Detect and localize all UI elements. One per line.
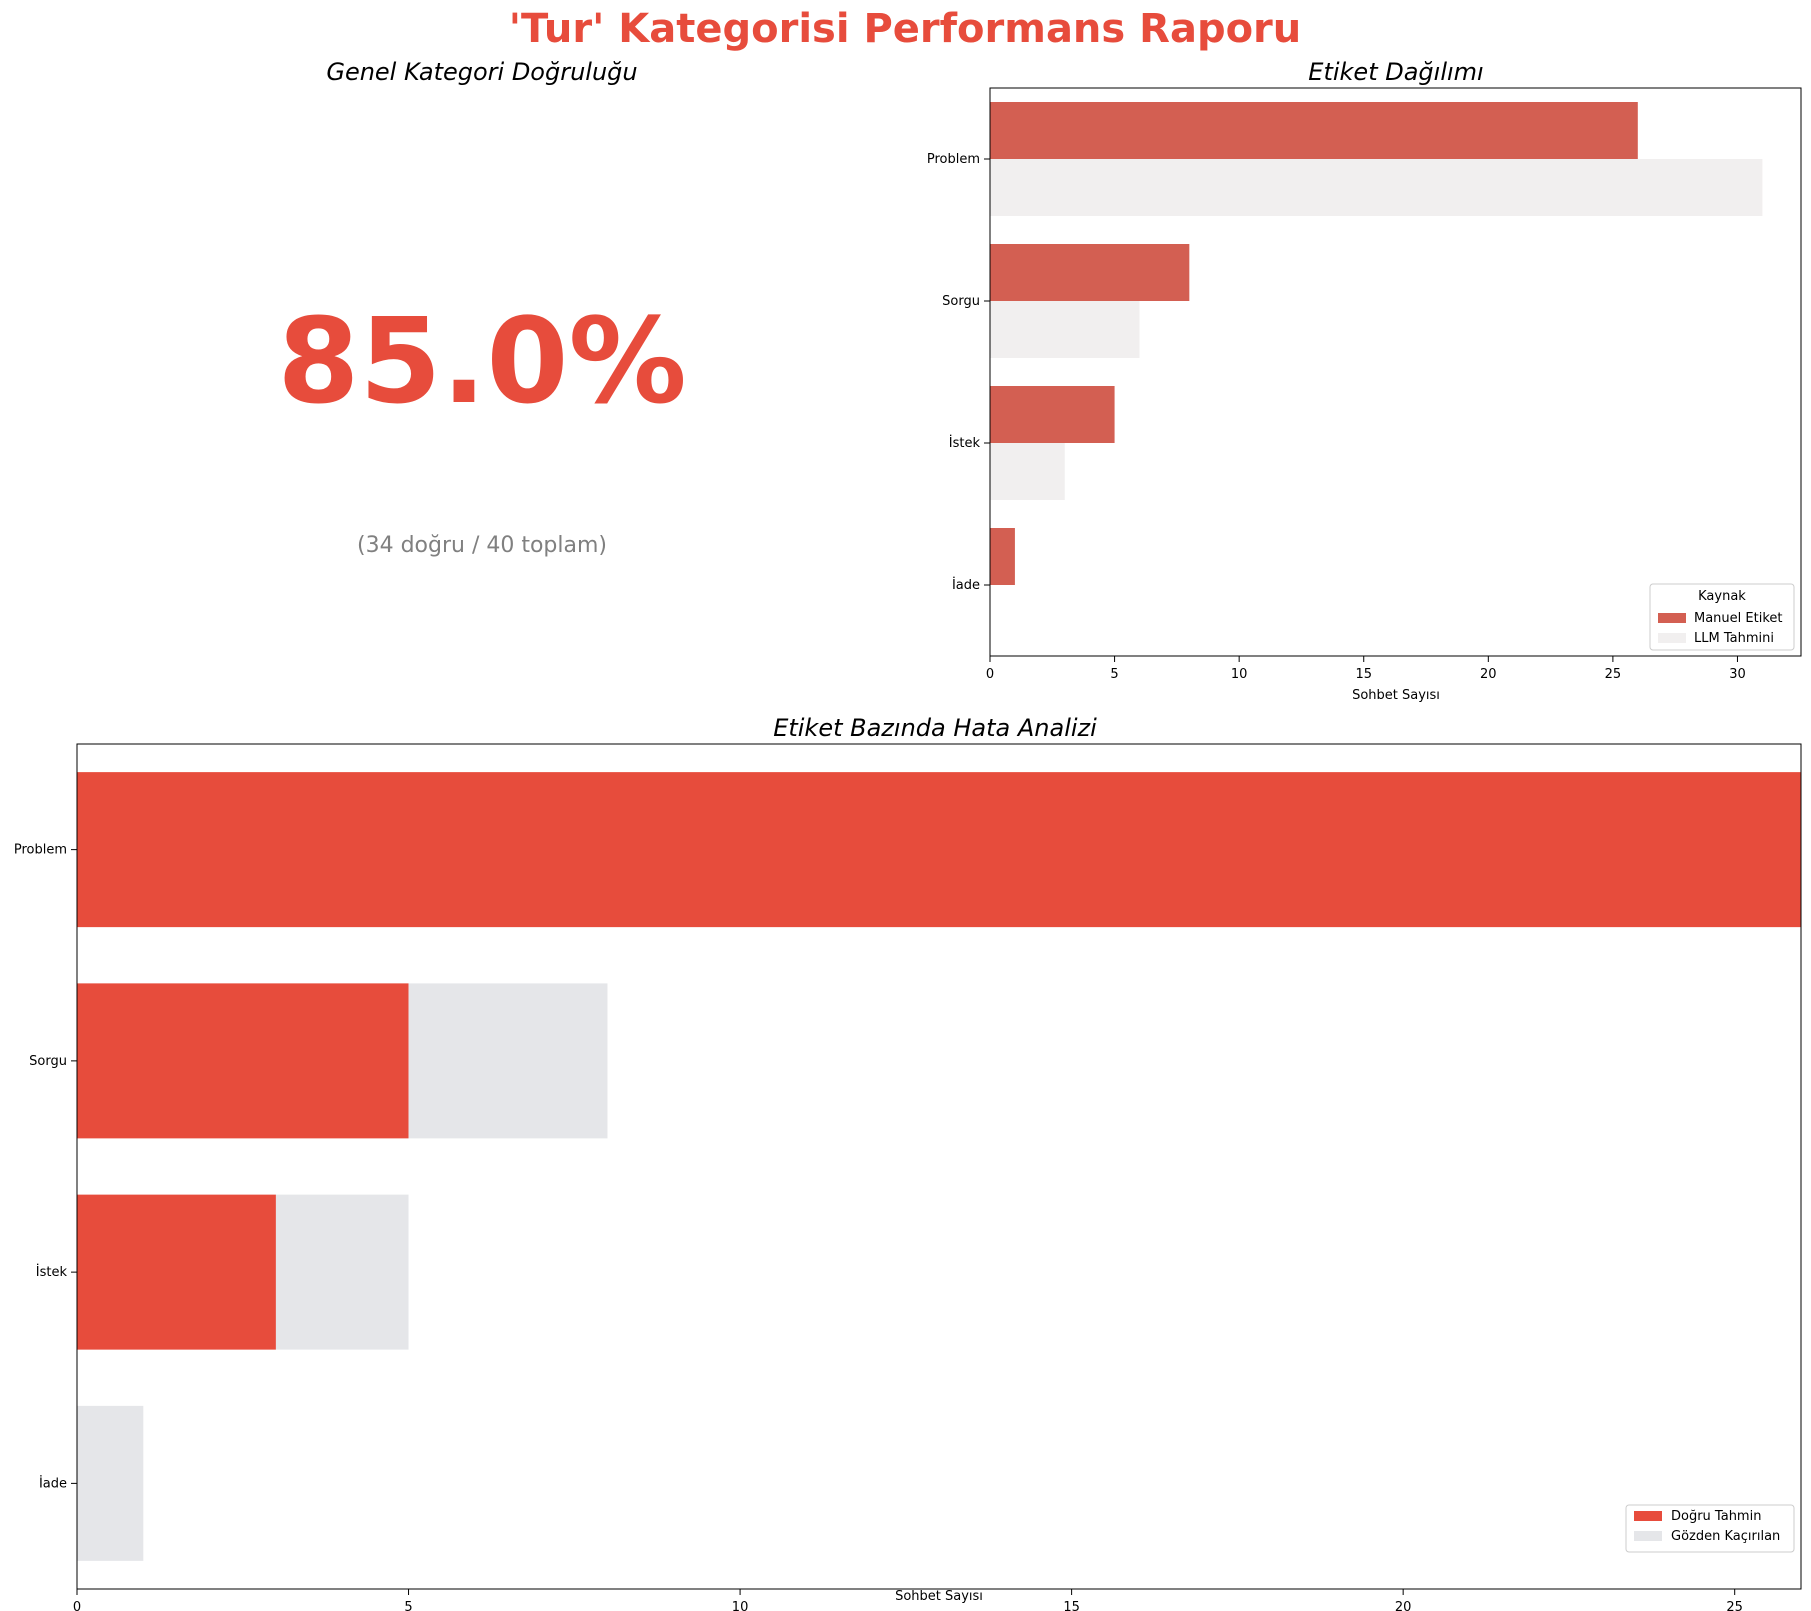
accuracy-panel-title: Genel Kategori Doğruluğu bbox=[326, 58, 637, 86]
distribution-bar-problem-llm bbox=[990, 159, 1763, 216]
accuracy-value: 85.0% bbox=[277, 292, 686, 430]
accuracy-panel: Genel Kategori Doğruluğu 85.0% (34 doğru… bbox=[277, 58, 686, 558]
error-legend-box bbox=[1625, 1504, 1795, 1553]
distribution-y-tick-label: Sorgu bbox=[942, 294, 980, 309]
distribution-chart-title: Etiket Dağılımı bbox=[1308, 58, 1483, 86]
distribution-y-ticks: Problem Sorgu İstek İade bbox=[927, 152, 990, 593]
error-x-axis-label: Sohbet Sayısı bbox=[895, 1589, 983, 1604]
error-bars bbox=[77, 772, 1801, 1561]
distribution-x-tick-label: 25 bbox=[1605, 667, 1622, 682]
distribution-bars bbox=[990, 102, 1763, 585]
error-x-tick-label: 15 bbox=[1063, 1600, 1080, 1611]
error-analysis-chart: Etiket Bazında Hata Analizi Problem Sorgu… bbox=[14, 714, 1802, 1611]
error-x-tick-label: 10 bbox=[732, 1600, 749, 1611]
report-title: 'Tur' Kategorisi Performans Raporu bbox=[509, 6, 1302, 52]
distribution-bar-i̇stek-llm bbox=[990, 443, 1065, 500]
error-bar-i̇stek-correct bbox=[77, 1194, 276, 1350]
distribution-bar-i̇ade-manual bbox=[990, 528, 1015, 585]
distribution-x-tick-label: 5 bbox=[1110, 667, 1118, 682]
error-legend: Doğru Tahmin Gözden Kaçırılan bbox=[1625, 1504, 1795, 1553]
error-x-tick-label: 5 bbox=[404, 1600, 412, 1611]
distribution-x-tick-label: 15 bbox=[1355, 667, 1372, 682]
error-bar-i̇stek-missed bbox=[275, 1194, 409, 1350]
error-x-tick-label: 20 bbox=[1395, 1600, 1412, 1611]
legend-swatch-llm bbox=[1658, 633, 1686, 643]
label-distribution-chart: Etiket Dağılımı Problem Sorgu İstek İade 0 5… bbox=[927, 58, 1802, 703]
error-x-ticks: 0 5 10 15 20 25 bbox=[73, 1589, 1743, 1611]
error-chart-title: Etiket Bazında Hata Analizi bbox=[773, 714, 1097, 742]
error-bar-sorgu-correct bbox=[77, 983, 409, 1139]
error-y-tick-label: Sorgu bbox=[29, 1054, 67, 1069]
accuracy-detail: (34 doğru / 40 toplam) bbox=[357, 533, 607, 558]
error-x-tick-label: 0 bbox=[73, 1600, 81, 1611]
error-y-tick-label: Problem bbox=[14, 843, 67, 858]
legend-label-llm: LLM Tahmini bbox=[1694, 631, 1774, 646]
error-y-tick-label: İade bbox=[39, 1475, 67, 1491]
legend-label-manual: Manuel Etiket bbox=[1694, 611, 1783, 626]
distribution-y-tick-label: İade bbox=[952, 577, 980, 593]
distribution-x-tick-label: 20 bbox=[1480, 667, 1497, 682]
error-x-tick-label: 25 bbox=[1726, 1600, 1743, 1611]
legend-swatch-missed bbox=[1634, 1531, 1662, 1541]
distribution-y-tick-label: Problem bbox=[927, 152, 980, 167]
error-bar-sorgu-missed bbox=[408, 983, 608, 1139]
legend-swatch-manual bbox=[1658, 613, 1686, 623]
distribution-plot-frame bbox=[989, 87, 1802, 657]
legend-label-missed: Gözden Kaçırılan bbox=[1671, 1529, 1780, 1544]
distribution-legend-title: Kaynak bbox=[1698, 589, 1746, 604]
distribution-x-ticks: 0 5 10 15 20 25 30 bbox=[986, 656, 1746, 682]
error-plot-frame bbox=[76, 743, 1802, 1590]
distribution-x-tick-label: 0 bbox=[986, 667, 994, 682]
error-bar-i̇ade-missed bbox=[77, 1405, 144, 1561]
distribution-y-tick-label: İstek bbox=[949, 435, 981, 451]
distribution-bar-problem-manual bbox=[990, 102, 1638, 159]
error-y-ticks: Problem Sorgu İstek İade bbox=[14, 843, 77, 1491]
distribution-x-tick-label: 10 bbox=[1231, 667, 1248, 682]
legend-label-correct: Doğru Tahmin bbox=[1671, 1509, 1761, 1524]
distribution-x-tick-label: 30 bbox=[1729, 667, 1746, 682]
legend-swatch-correct bbox=[1634, 1511, 1662, 1521]
distribution-bar-sorgu-manual bbox=[990, 244, 1190, 301]
distribution-bar-sorgu-llm bbox=[990, 301, 1140, 358]
distribution-legend: Kaynak Manuel Etiket LLM Tahmini bbox=[1649, 583, 1795, 651]
distribution-bar-i̇stek-manual bbox=[990, 386, 1115, 443]
distribution-x-axis-label: Sohbet Sayısı bbox=[1352, 688, 1440, 703]
error-y-tick-label: İstek bbox=[36, 1264, 68, 1280]
error-bar-problem-correct bbox=[77, 772, 1801, 928]
